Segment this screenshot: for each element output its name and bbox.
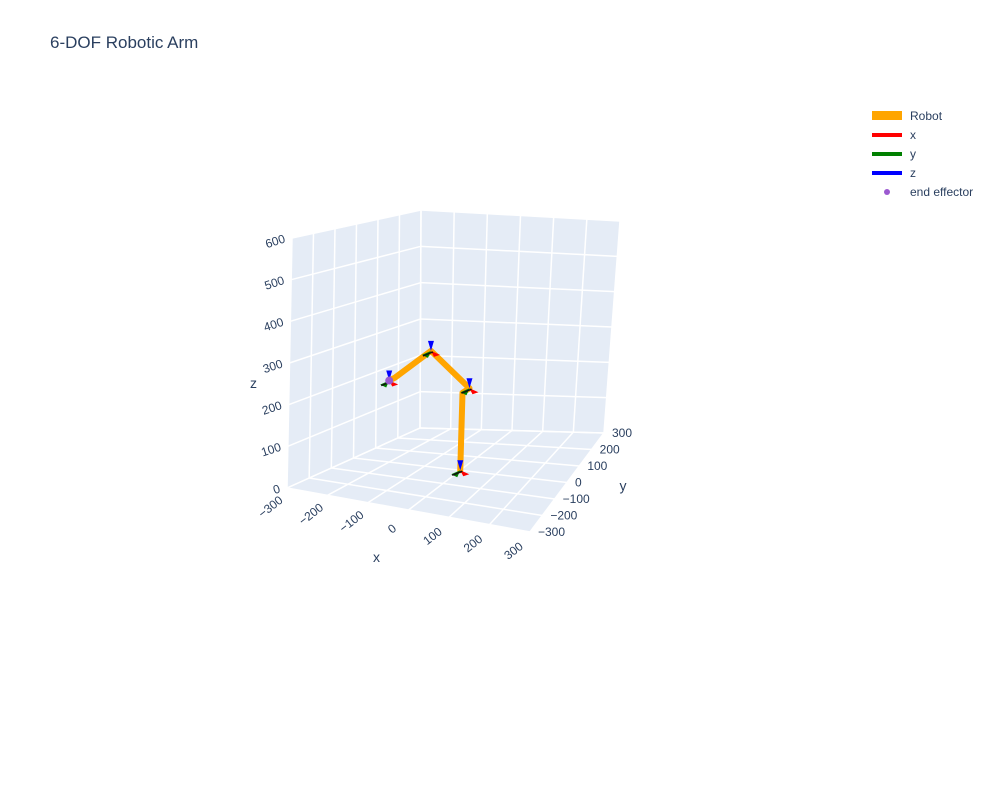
legend-item-y[interactable]: y bbox=[872, 144, 973, 163]
end-effector-marker bbox=[385, 376, 394, 385]
legend-label-end-effector: end effector bbox=[910, 184, 974, 199]
x-wall-pane bbox=[287, 210, 421, 488]
frame-marker bbox=[451, 460, 470, 478]
axis-titles: x y z bbox=[250, 375, 627, 565]
grid-line-z-ywall bbox=[420, 209, 621, 222]
grid-line-z-ywall bbox=[420, 281, 615, 293]
x-tick-label: −200 bbox=[296, 500, 326, 528]
y-axis-title: y bbox=[620, 478, 627, 494]
frame-shadow bbox=[422, 351, 434, 357]
y-tick-label: −300 bbox=[538, 525, 565, 539]
grid-line-z-xwall bbox=[290, 281, 421, 323]
axis-panes bbox=[287, 210, 620, 532]
legend: Robot x y z end effector bbox=[872, 106, 973, 201]
frame-z-arrow bbox=[457, 460, 464, 471]
z-axis-title: z bbox=[250, 375, 257, 391]
grid-line-y-floor bbox=[375, 447, 580, 467]
grid-line-z-xwall bbox=[291, 209, 422, 239]
x-axis-title: x bbox=[373, 549, 380, 565]
y-tick-label: −200 bbox=[550, 509, 577, 523]
legend-label-x: x bbox=[910, 127, 916, 142]
frame-z-arrow bbox=[386, 370, 393, 381]
legend-item-robot[interactable]: Robot bbox=[872, 106, 973, 125]
floor-pane bbox=[287, 428, 604, 532]
frame-shadow bbox=[461, 388, 472, 394]
x-tick-label: 100 bbox=[420, 524, 445, 548]
x-tick-label: −300 bbox=[256, 493, 286, 521]
frame-shadow bbox=[451, 470, 463, 476]
frame-marker bbox=[421, 340, 440, 358]
frame-x-arrow bbox=[430, 350, 440, 357]
grid-line-z-xwall bbox=[290, 245, 422, 281]
y-tick-label: 200 bbox=[600, 443, 620, 457]
grid-line-y-floor bbox=[331, 467, 555, 500]
x-tick-label: 300 bbox=[501, 539, 526, 563]
frame-marker bbox=[460, 378, 479, 396]
frame-z-arrow bbox=[466, 378, 473, 389]
grid-line-y-floor bbox=[309, 477, 543, 517]
z-tick-label: 100 bbox=[259, 440, 283, 460]
legend-label-z: z bbox=[910, 165, 916, 180]
legend-swatch-x bbox=[872, 132, 902, 137]
legend-item-x[interactable]: x bbox=[872, 125, 973, 144]
legend-swatch-end-effector bbox=[884, 188, 890, 195]
y-tick-label: −100 bbox=[563, 492, 590, 506]
legend-label-robot: Robot bbox=[910, 108, 943, 123]
z-tick-label: 200 bbox=[260, 398, 284, 418]
legend-item-end-effector[interactable]: end effector bbox=[872, 182, 973, 201]
grid-line-y-floor bbox=[397, 437, 592, 451]
x-tick-label: 200 bbox=[461, 532, 486, 556]
grid-line-z-xwall bbox=[286, 427, 421, 489]
legend-swatch-robot bbox=[872, 111, 902, 120]
z-tick-label: 600 bbox=[264, 231, 288, 251]
traces bbox=[380, 340, 479, 478]
z-tick-label: 0 bbox=[271, 481, 282, 496]
grid-line-z-xwall bbox=[288, 354, 421, 406]
grid-line-z-xwall bbox=[289, 318, 421, 364]
chart-title: 6-DOF Robotic Arm bbox=[50, 33, 199, 52]
z-tick-label: 500 bbox=[263, 273, 287, 293]
y-tick-label: 0 bbox=[575, 476, 582, 490]
y-wall-pane bbox=[420, 210, 620, 433]
y-tick-label: 100 bbox=[587, 459, 607, 473]
grid-line-z-ywall bbox=[420, 354, 610, 364]
grid-line-z-ywall bbox=[420, 245, 618, 258]
legend-label-y: y bbox=[910, 146, 916, 161]
z-tick-label: 300 bbox=[261, 356, 285, 376]
legend-item-z[interactable]: z bbox=[872, 163, 973, 182]
legend-swatch-y bbox=[872, 151, 902, 156]
grid-line-z-ywall bbox=[420, 390, 607, 399]
grid-line-z-ywall bbox=[419, 427, 605, 434]
x-tick-label: 0 bbox=[385, 521, 399, 536]
y-tick-label: 300 bbox=[612, 426, 632, 440]
grid-line-y-floor bbox=[286, 487, 531, 533]
grid-line-z-xwall bbox=[287, 390, 421, 448]
frame-z-arrow bbox=[427, 340, 434, 351]
legend-swatch-z bbox=[872, 170, 902, 175]
grid-line-z-ywall bbox=[420, 318, 613, 328]
frame-x-arrow bbox=[469, 388, 479, 395]
x-tick-label: −100 bbox=[337, 507, 367, 535]
frame-x-arrow bbox=[460, 470, 470, 477]
z-tick-label: 400 bbox=[262, 315, 286, 335]
